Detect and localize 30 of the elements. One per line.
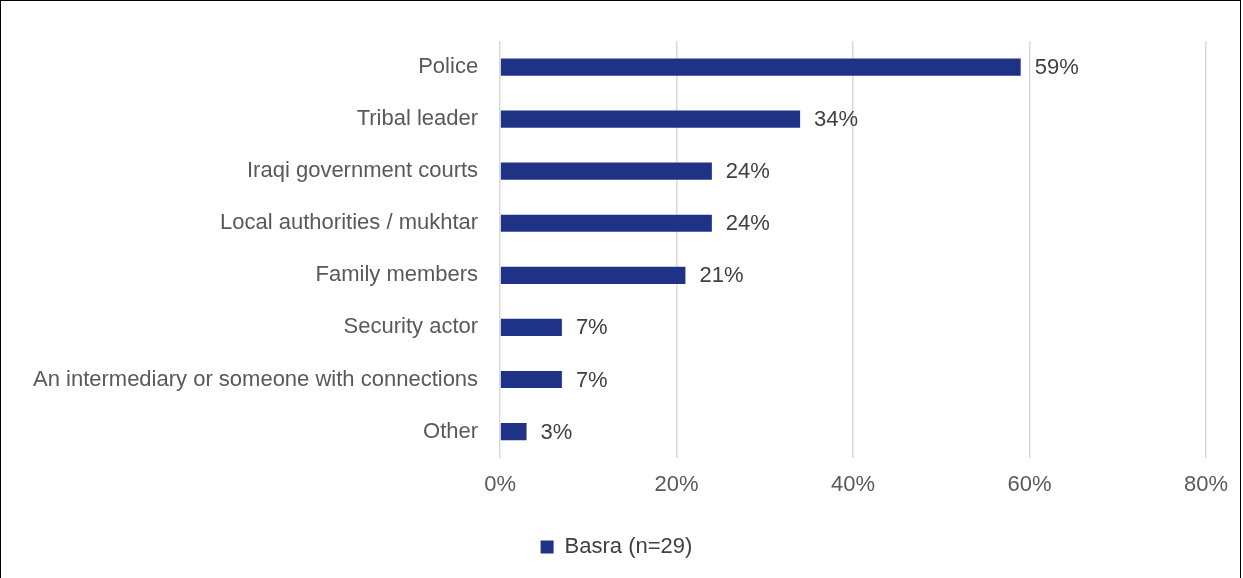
y-tick-label: Tribal leader: [356, 105, 479, 131]
x-tick-label: 80%: [1183, 470, 1229, 496]
data-label: 34%: [814, 106, 859, 132]
bar: [500, 266, 686, 284]
bar: [500, 58, 1021, 76]
bar: [500, 422, 527, 441]
data-label: 7%: [575, 366, 608, 392]
y-tick-label: Local authorities / mukhtar: [220, 209, 479, 235]
data-label: 3%: [540, 418, 573, 444]
data-label: 7%: [575, 314, 608, 340]
data-label: 59%: [1034, 54, 1079, 80]
x-tick-label: 20%: [654, 470, 699, 496]
x-tick-label: 40%: [831, 470, 876, 496]
y-tick-label: Other: [423, 417, 479, 443]
data-label: 21%: [699, 262, 744, 288]
bar: [500, 370, 562, 389]
x-tick-label: 0%: [484, 470, 517, 496]
data-label: 24%: [725, 210, 770, 236]
bar: [500, 162, 712, 180]
bar: [500, 318, 562, 337]
legend-label: Basra (n=29): [564, 533, 693, 559]
data-label: 24%: [725, 158, 770, 184]
bar: [500, 214, 712, 232]
y-tick-label: An intermediary or someone with connections: [32, 365, 479, 391]
y-tick-label: Iraqi government courts: [247, 157, 479, 183]
y-tick-label: Police: [418, 53, 479, 79]
x-tick-label: 60%: [1007, 470, 1052, 496]
y-tick-label: Security actor: [343, 313, 479, 339]
y-tick-label: Family members: [315, 261, 479, 287]
bar: [500, 110, 801, 128]
